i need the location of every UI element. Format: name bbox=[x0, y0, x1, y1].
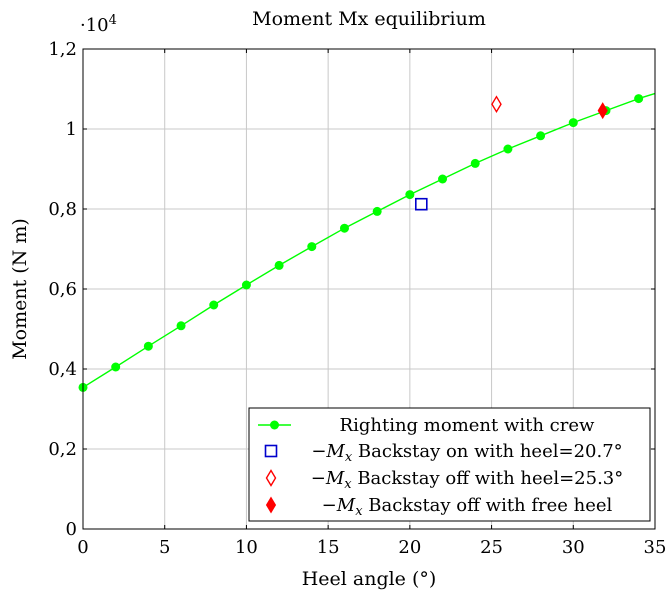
data-point bbox=[209, 300, 219, 310]
data-point bbox=[274, 260, 284, 270]
x-tick-label: 35 bbox=[644, 537, 666, 558]
legend-entry: −Mx Backstay off with free heel bbox=[265, 495, 613, 519]
data-point bbox=[597, 102, 608, 120]
data-point bbox=[176, 321, 186, 331]
data-point bbox=[491, 95, 502, 114]
series-lines bbox=[83, 92, 655, 388]
data-point bbox=[372, 206, 382, 216]
legend-marker bbox=[265, 469, 277, 487]
data-point bbox=[241, 280, 251, 290]
markers bbox=[78, 94, 644, 392]
y-tick-label: 0,4 bbox=[48, 359, 77, 380]
legend-box bbox=[248, 407, 651, 522]
data-point bbox=[536, 131, 546, 141]
y-axis-label: Moment (N m) bbox=[9, 218, 31, 360]
x-tick-label: 20 bbox=[398, 537, 421, 558]
y-tick-label: 1,2 bbox=[48, 39, 77, 60]
data-point bbox=[414, 197, 428, 211]
x-tick-label: 5 bbox=[159, 537, 170, 558]
data-point bbox=[438, 174, 448, 184]
x-tick-labels: 0 5 10 15 20 25 30 35 bbox=[77, 537, 666, 558]
y-multiplier: ·104 bbox=[80, 13, 117, 36]
x-tick-label: 30 bbox=[562, 537, 585, 558]
x-axis-label: Heel angle (°) bbox=[302, 568, 437, 590]
legend-entry: Righting moment with crew bbox=[258, 415, 595, 436]
data-point bbox=[634, 94, 644, 104]
data-point bbox=[405, 190, 415, 200]
y-tick-label: 0 bbox=[66, 519, 77, 540]
x-tick-label: 25 bbox=[480, 537, 503, 558]
data-point bbox=[111, 362, 121, 372]
x-tick-label: 10 bbox=[235, 537, 258, 558]
grid bbox=[83, 49, 655, 529]
legend-label: −Mx Backstay off with free heel bbox=[322, 495, 613, 519]
y-tick-labels: 0 0,2 0,4 0,6 0,8 1 1,2 bbox=[48, 39, 77, 540]
legend-label: −Mx Backstay on with heel=20.7° bbox=[311, 441, 622, 465]
ticks bbox=[82, 48, 656, 530]
data-point bbox=[307, 242, 317, 252]
y-tick-label: 0,6 bbox=[48, 279, 77, 300]
legend-marker bbox=[265, 496, 277, 514]
y-tick-label: 1 bbox=[66, 119, 77, 140]
data-point bbox=[339, 223, 349, 233]
data-point bbox=[503, 144, 513, 154]
chart-title: Moment Mx equilibrium bbox=[252, 8, 486, 30]
y-tick-label: 0,8 bbox=[48, 199, 77, 220]
legend-label: Righting moment with crew bbox=[340, 415, 595, 436]
data-point bbox=[143, 341, 153, 351]
legend-marker bbox=[270, 420, 279, 430]
legend-label: −Mx Backstay off with heel=25.3° bbox=[311, 468, 624, 492]
y-tick-label: 0,2 bbox=[48, 439, 77, 460]
series-line-0 bbox=[83, 92, 655, 388]
legend-marker bbox=[264, 444, 278, 458]
x-tick-label: 0 bbox=[77, 537, 88, 558]
legend-entry: −Mx Backstay off with heel=25.3° bbox=[265, 468, 624, 492]
x-tick-label: 15 bbox=[317, 537, 340, 558]
legend: Righting moment with crew −Mx Backstay on… bbox=[248, 407, 651, 522]
legend-entry: −Mx Backstay on with heel=20.7° bbox=[264, 441, 623, 465]
data-point bbox=[568, 118, 578, 128]
data-point bbox=[470, 158, 480, 168]
